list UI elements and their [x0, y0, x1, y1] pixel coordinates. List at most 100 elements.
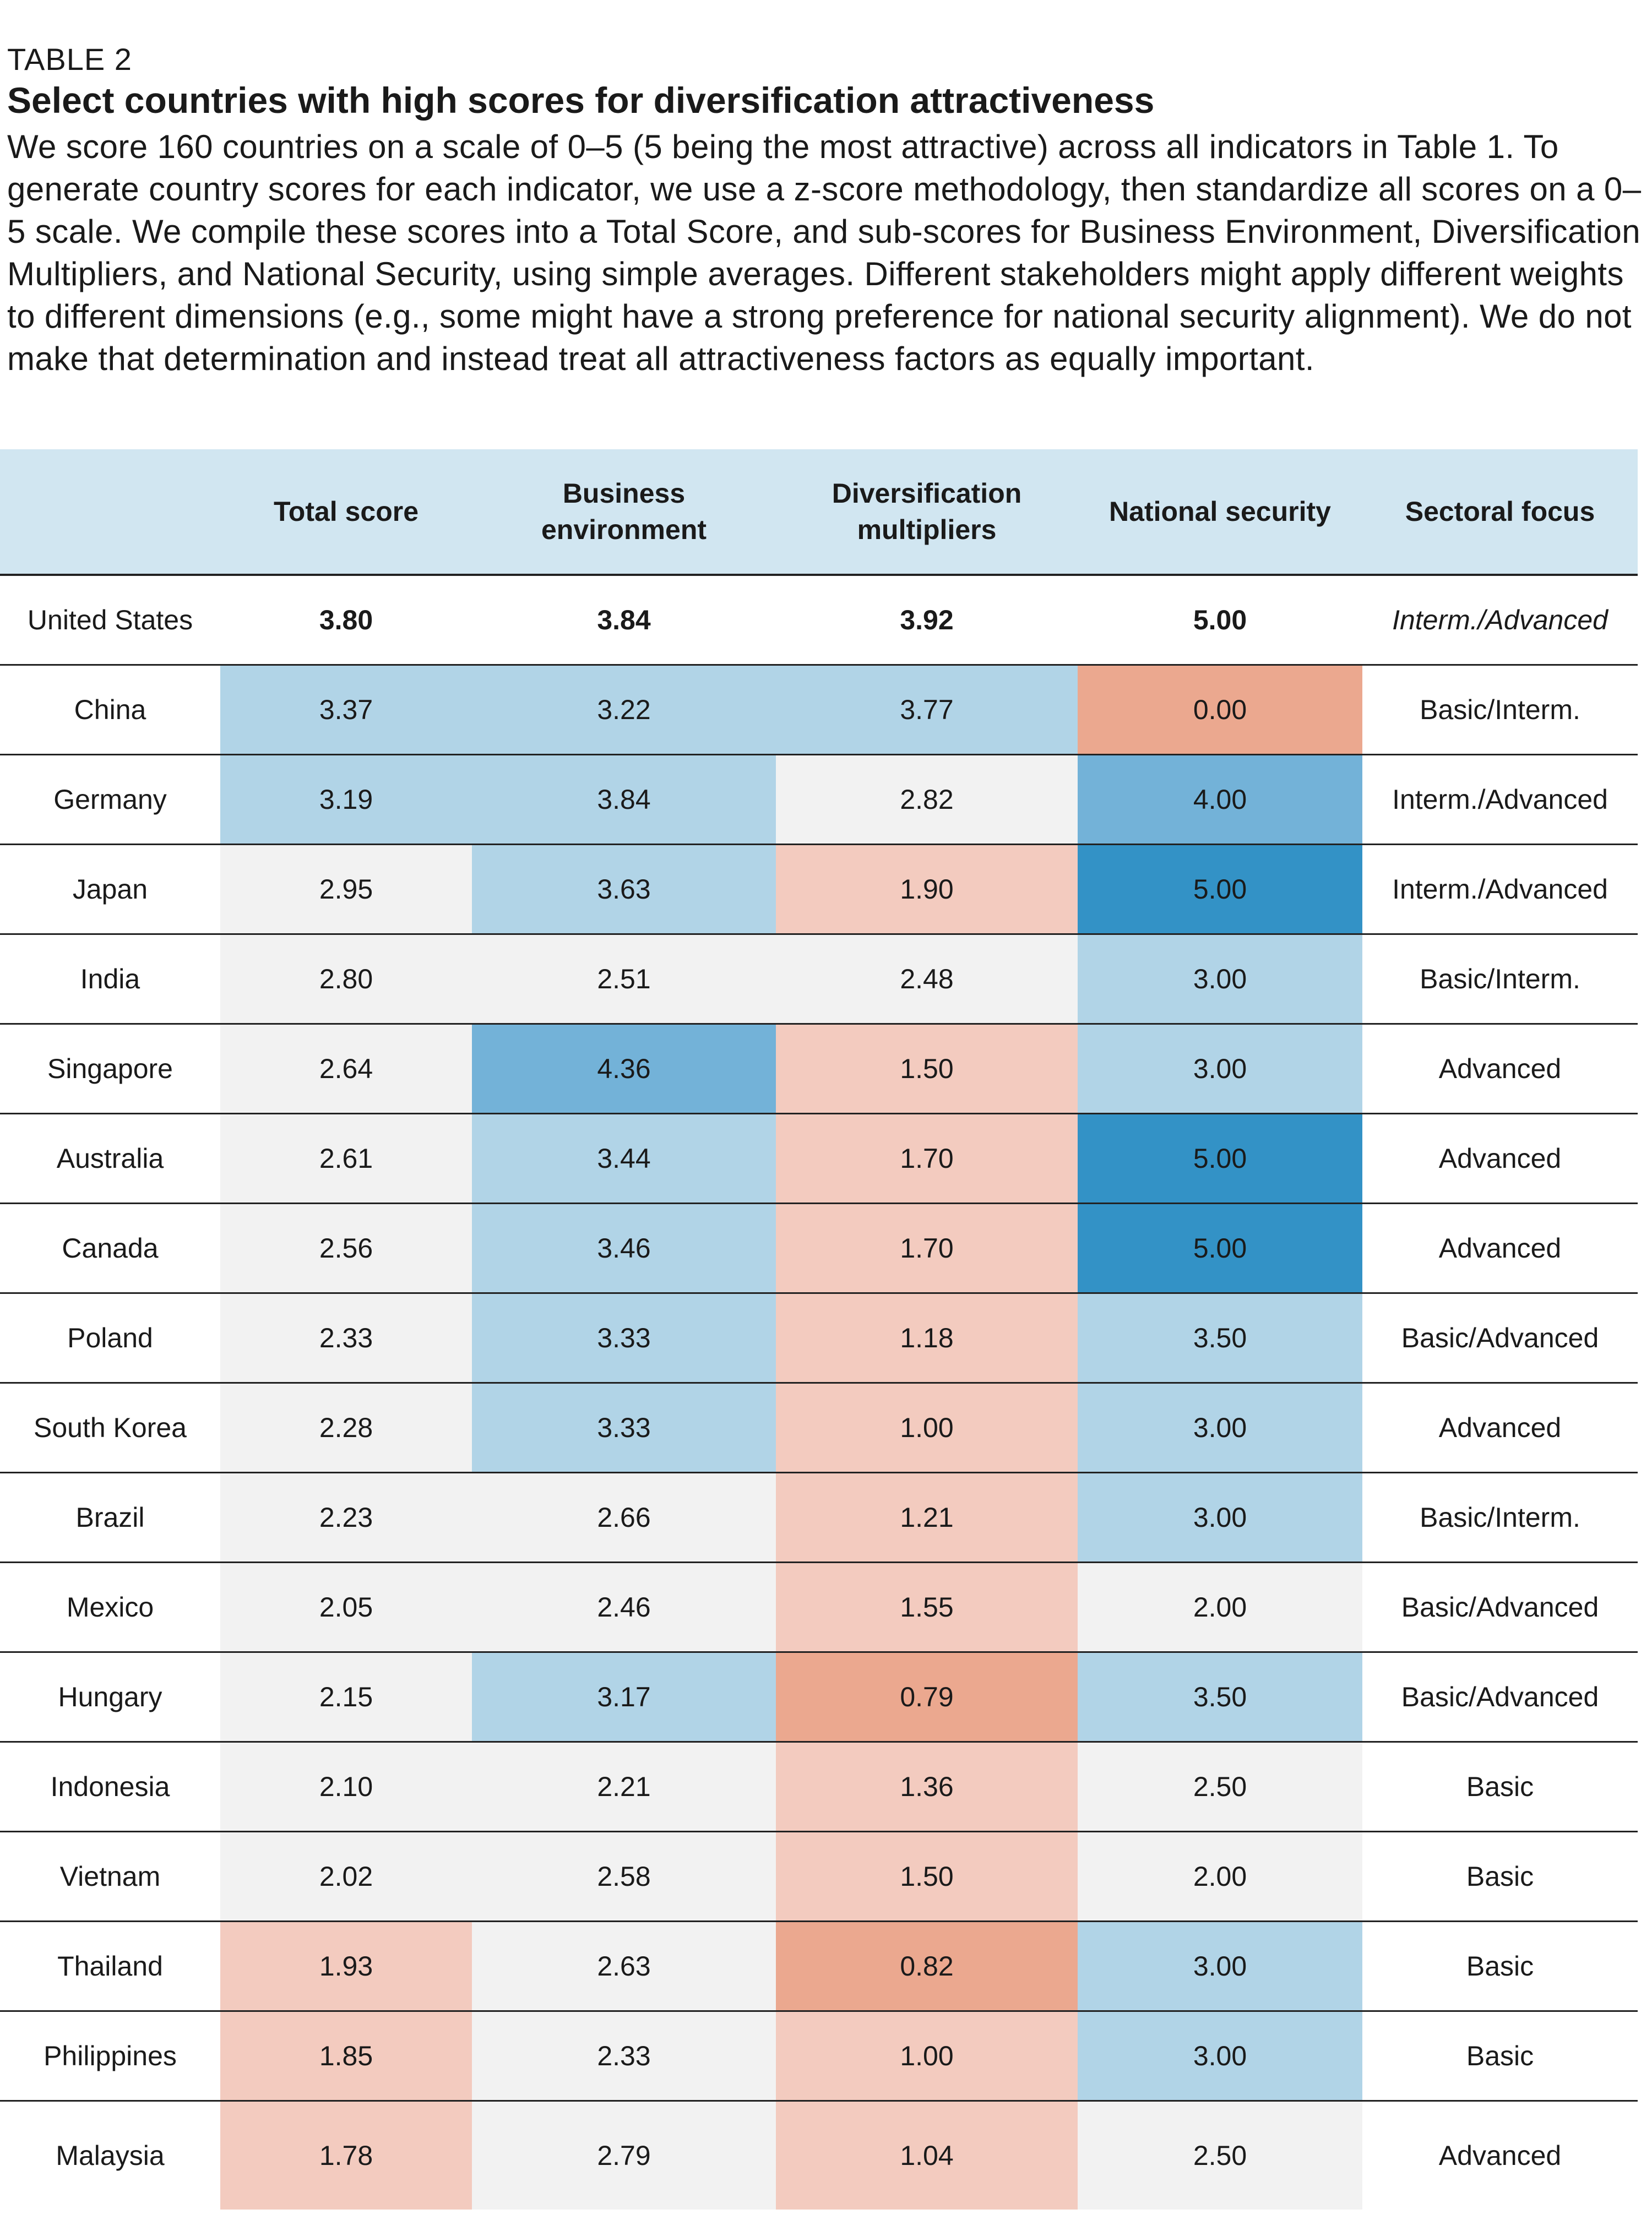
- national-security-cell: 0.00: [1078, 665, 1362, 755]
- table-row: China 3.37 3.22 3.77 0.00 Basic/Interm.: [0, 665, 1638, 755]
- national-security-cell: 3.50: [1078, 1652, 1362, 1743]
- table-row: Mexico 2.05 2.46 1.55 2.00 Basic/Advance…: [0, 1562, 1638, 1653]
- national-security-cell: 3.00: [1078, 1921, 1362, 2012]
- header-diversification-multipliers: Diversification multipliers: [776, 449, 1078, 576]
- diversification-multipliers-cell: 1.36: [776, 1742, 1078, 1832]
- diversification-multipliers-cell: 0.82: [776, 1921, 1078, 2012]
- business-environment-cell: 3.33: [472, 1383, 776, 1473]
- header-divers-line2: multipliers: [857, 514, 997, 545]
- country-cell: Singapore: [0, 1024, 220, 1114]
- diversification-multipliers-cell: 1.21: [776, 1472, 1078, 1563]
- business-environment-cell: 3.44: [472, 1113, 776, 1204]
- table-label: TABLE 2: [7, 42, 132, 77]
- business-environment-cell: 2.33: [472, 2011, 776, 2102]
- diversification-multipliers-cell: 1.70: [776, 1113, 1078, 1204]
- sectoral-focus-cell: Basic/Advanced: [1362, 1562, 1638, 1653]
- national-security-cell: 2.50: [1078, 1742, 1362, 1832]
- diversification-multipliers-cell: 3.92: [776, 575, 1078, 666]
- diversification-multipliers-cell: 1.00: [776, 2011, 1078, 2102]
- table-row: Malaysia 1.78 2.79 1.04 2.50 Advanced: [0, 2101, 1638, 2210]
- diversification-multipliers-cell: 1.00: [776, 1383, 1078, 1473]
- country-cell: Germany: [0, 754, 220, 845]
- country-cell: India: [0, 934, 220, 1025]
- national-security-cell: 5.00: [1078, 575, 1362, 666]
- country-cell: Australia: [0, 1113, 220, 1204]
- table-row: India 2.80 2.51 2.48 3.00 Basic/Interm.: [0, 934, 1638, 1025]
- total-score-cell: 2.33: [220, 1293, 472, 1384]
- sectoral-focus-cell: Advanced: [1362, 1024, 1638, 1114]
- total-score-cell: 3.19: [220, 754, 472, 845]
- national-security-cell: 2.00: [1078, 1562, 1362, 1653]
- country-cell: Hungary: [0, 1652, 220, 1743]
- diversification-multipliers-cell: 1.70: [776, 1203, 1078, 1294]
- scores-table: Total score Business environment Diversif…: [0, 449, 1638, 2210]
- table-row: Philippines 1.85 2.33 1.00 3.00 Basic: [0, 2011, 1638, 2102]
- national-security-cell: 3.50: [1078, 1293, 1362, 1384]
- table-header-row: Total score Business environment Diversif…: [0, 449, 1638, 576]
- business-environment-cell: 3.33: [472, 1293, 776, 1384]
- national-security-cell: 3.00: [1078, 934, 1362, 1025]
- country-cell: Philippines: [0, 2011, 220, 2102]
- diversification-multipliers-cell: 1.18: [776, 1293, 1078, 1384]
- header-sectoral-focus: Sectoral focus: [1362, 449, 1638, 576]
- business-environment-cell: 3.84: [472, 575, 776, 666]
- total-score-cell: 2.64: [220, 1024, 472, 1114]
- national-security-cell: 5.00: [1078, 1203, 1362, 1294]
- diversification-multipliers-cell: 2.82: [776, 754, 1078, 845]
- total-score-cell: 2.61: [220, 1113, 472, 1204]
- country-cell: Japan: [0, 844, 220, 935]
- sectoral-focus-cell: Basic/Interm.: [1362, 665, 1638, 755]
- table-row: Hungary 2.15 3.17 0.79 3.50 Basic/Advanc…: [0, 1652, 1638, 1743]
- sectoral-focus-cell: Advanced: [1362, 1203, 1638, 1294]
- sectoral-focus-cell: Interm./Advanced: [1362, 844, 1638, 935]
- sectoral-focus-cell: Interm./Advanced: [1362, 575, 1638, 666]
- header-total-score: Total score: [220, 449, 472, 576]
- total-score-cell: 2.80: [220, 934, 472, 1025]
- diversification-multipliers-cell: 0.79: [776, 1652, 1078, 1743]
- header-business-line1: Business: [562, 478, 686, 509]
- national-security-cell: 4.00: [1078, 754, 1362, 845]
- business-environment-cell: 3.46: [472, 1203, 776, 1294]
- total-score-cell: 3.80: [220, 575, 472, 666]
- country-cell: South Korea: [0, 1383, 220, 1473]
- table-row: Brazil 2.23 2.66 1.21 3.00 Basic/Interm.: [0, 1472, 1638, 1563]
- sectoral-focus-cell: Basic/Advanced: [1362, 1652, 1638, 1743]
- total-score-cell: 2.10: [220, 1742, 472, 1832]
- business-environment-cell: 4.36: [472, 1024, 776, 1114]
- total-score-cell: 1.93: [220, 1921, 472, 2012]
- table-description: We score 160 countries on a scale of 0–5…: [7, 128, 1642, 377]
- diversification-multipliers-cell: 1.50: [776, 1024, 1078, 1114]
- sectoral-focus-cell: Basic: [1362, 1921, 1638, 2012]
- diversification-multipliers-cell: 1.55: [776, 1562, 1078, 1653]
- total-score-cell: 2.05: [220, 1562, 472, 1653]
- national-security-cell: 5.00: [1078, 844, 1362, 935]
- header-country: [0, 449, 220, 576]
- total-score-cell: 1.78: [220, 2101, 472, 2210]
- national-security-cell: 5.00: [1078, 1113, 1362, 1204]
- national-security-cell: 2.00: [1078, 1831, 1362, 1922]
- total-score-cell: 3.37: [220, 665, 472, 755]
- diversification-multipliers-cell: 3.77: [776, 665, 1078, 755]
- table-title: Select countries with high scores for di…: [7, 80, 1155, 121]
- national-security-cell: 3.00: [1078, 1383, 1362, 1473]
- page: TABLE 2 Select countries with high score…: [7, 0, 1645, 380]
- total-score-cell: 2.23: [220, 1472, 472, 1563]
- sectoral-focus-cell: Advanced: [1362, 1113, 1638, 1204]
- sectoral-focus-cell: Basic/Interm.: [1362, 1472, 1638, 1563]
- country-cell: China: [0, 665, 220, 755]
- sectoral-focus-cell: Basic: [1362, 1831, 1638, 1922]
- business-environment-cell: 3.22: [472, 665, 776, 755]
- country-cell: Malaysia: [0, 2101, 220, 2210]
- total-score-cell: 1.85: [220, 2011, 472, 2102]
- country-cell: Mexico: [0, 1562, 220, 1653]
- total-score-cell: 2.56: [220, 1203, 472, 1294]
- sectoral-focus-cell: Interm./Advanced: [1362, 754, 1638, 845]
- diversification-multipliers-cell: 1.04: [776, 2101, 1078, 2210]
- total-score-cell: 2.02: [220, 1831, 472, 1922]
- business-environment-cell: 2.21: [472, 1742, 776, 1832]
- header-business-environment: Business environment: [472, 449, 776, 576]
- sectoral-focus-cell: Basic/Advanced: [1362, 1293, 1638, 1384]
- table-row: Poland 2.33 3.33 1.18 3.50 Basic/Advance…: [0, 1293, 1638, 1384]
- table-row: South Korea 2.28 3.33 1.00 3.00 Advanced: [0, 1383, 1638, 1473]
- table-row: Thailand 1.93 2.63 0.82 3.00 Basic: [0, 1921, 1638, 2012]
